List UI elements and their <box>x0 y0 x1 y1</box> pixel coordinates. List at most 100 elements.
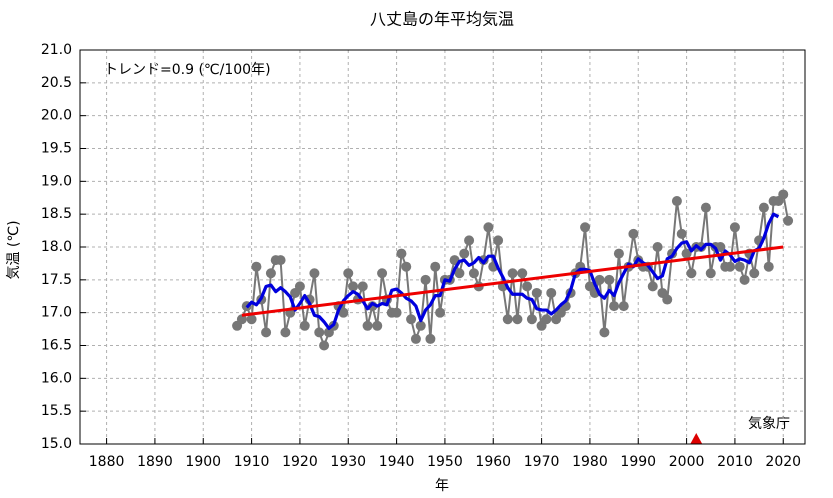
data-point <box>546 287 557 298</box>
x-tick-label: 1880 <box>89 454 125 470</box>
x-tick-label: 2010 <box>717 454 753 470</box>
data-point <box>594 274 605 285</box>
data-point <box>778 189 789 200</box>
x-tick-label: 1910 <box>234 454 270 470</box>
y-tick-label: 17.5 <box>41 272 72 288</box>
event-marker <box>690 433 703 444</box>
data-point <box>435 307 446 318</box>
data-point <box>541 314 552 325</box>
y-tick-label: 18.5 <box>41 206 72 222</box>
data-point <box>758 202 769 213</box>
data-point <box>357 281 368 292</box>
data-point <box>493 235 504 246</box>
x-axis-label: 年 <box>435 478 449 494</box>
data-point <box>715 242 726 252</box>
data-point <box>628 228 639 239</box>
data-point <box>372 320 383 331</box>
data-point <box>299 320 310 331</box>
data-point <box>734 261 745 272</box>
data-point <box>280 327 291 338</box>
series-line <box>245 212 780 331</box>
data-point <box>783 215 794 226</box>
data-point <box>652 242 663 252</box>
x-tick-label: 1950 <box>427 454 463 470</box>
data-point <box>662 294 673 305</box>
data-point <box>468 268 479 279</box>
plot <box>232 189 794 444</box>
x-tick-label: 2000 <box>669 454 705 470</box>
data-point <box>265 268 276 279</box>
data-point <box>483 222 494 233</box>
data-point <box>362 320 373 331</box>
data-point <box>725 261 736 272</box>
data-point <box>406 314 417 325</box>
data-point <box>580 222 591 233</box>
x-tick-label: 1930 <box>330 454 366 470</box>
y-tick-label: 21.0 <box>41 42 72 58</box>
data-point <box>502 314 513 325</box>
y-tick-label: 17.0 <box>41 305 72 321</box>
x-tick-label: 1970 <box>524 454 560 470</box>
data-point <box>676 228 687 239</box>
data-point <box>459 248 470 259</box>
data-point <box>294 281 305 292</box>
data-point <box>526 314 537 325</box>
y-tick-label: 20.0 <box>41 108 72 124</box>
data-point <box>517 268 528 279</box>
data-point <box>613 248 624 259</box>
data-point <box>251 261 262 272</box>
y-axis-label: 気温 (℃) <box>6 220 22 279</box>
data-point <box>338 307 349 318</box>
data-point <box>314 327 325 338</box>
x-tick-label: 1990 <box>620 454 656 470</box>
data-point <box>464 235 475 246</box>
data-point <box>729 222 740 233</box>
data-point <box>609 301 620 312</box>
x-tick-label: 1900 <box>185 454 221 470</box>
data-point <box>705 268 716 279</box>
trend-line <box>241 245 784 317</box>
data-point <box>739 274 750 285</box>
y-tick-label: 15.0 <box>41 436 72 452</box>
data-point <box>236 314 247 325</box>
y-tick-label: 16.0 <box>41 370 72 386</box>
data-point <box>377 268 388 279</box>
data-point <box>700 202 711 213</box>
data-point <box>454 268 465 279</box>
data-point <box>391 307 402 318</box>
x-tick-label: 2020 <box>765 454 801 470</box>
data-point <box>531 287 542 298</box>
data-point <box>681 248 692 259</box>
source: 気象庁 <box>748 416 790 432</box>
data-point <box>647 281 658 292</box>
data-point <box>246 314 257 325</box>
x-tick-label: 1980 <box>572 454 608 470</box>
x-tick-label: 1940 <box>379 454 415 470</box>
data-point <box>410 333 421 344</box>
data-point <box>507 268 518 279</box>
data-point <box>763 261 774 272</box>
annotation: トレンド=0.9 (℃/100年) <box>104 62 271 78</box>
y-tick-label: 15.5 <box>41 403 72 419</box>
data-point <box>522 281 533 292</box>
data-point <box>319 340 330 351</box>
chart-title: 八丈島の年平均気温 <box>370 10 514 29</box>
x-tick-label: 1960 <box>475 454 511 470</box>
data-point <box>348 281 359 292</box>
data-point <box>343 268 354 279</box>
data-point <box>415 320 426 331</box>
y-tick-label: 18.0 <box>41 239 72 255</box>
y-tick-label: 19.0 <box>41 173 72 189</box>
data-point <box>396 248 407 259</box>
y-tick-label: 16.5 <box>41 338 72 354</box>
data-point <box>686 268 697 279</box>
data-point <box>671 196 682 207</box>
data-point <box>604 274 615 285</box>
y-tick-label: 19.5 <box>41 141 72 157</box>
plot-frame <box>79 49 806 445</box>
x-tick-label: 1890 <box>137 454 173 470</box>
y-tick-label: 20.5 <box>41 75 72 91</box>
data-point <box>401 261 412 272</box>
data-point <box>425 333 436 344</box>
